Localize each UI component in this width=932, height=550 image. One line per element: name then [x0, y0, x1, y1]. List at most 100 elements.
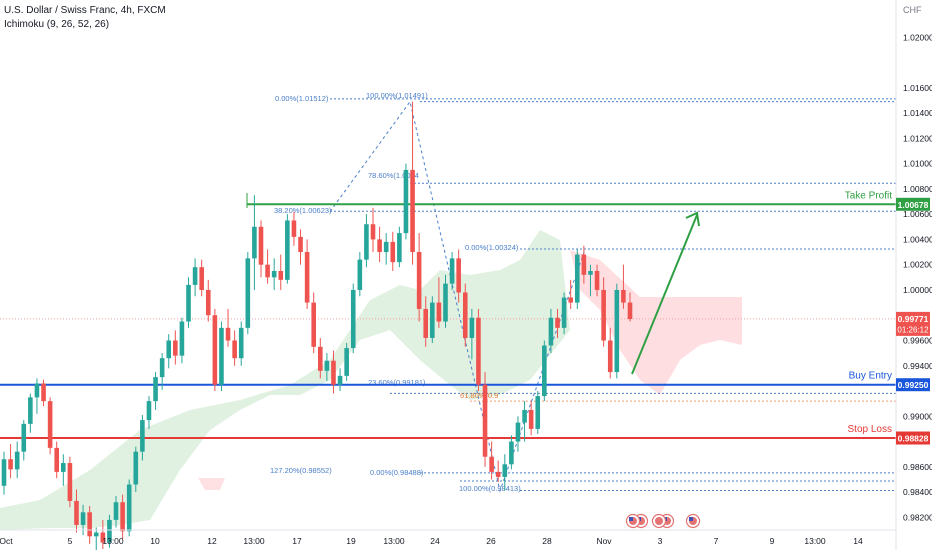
candle [443, 274, 448, 328]
candle [159, 353, 165, 390]
event-flag-icon[interactable] [685, 513, 701, 529]
candle [357, 252, 363, 297]
forecast-arrow-head [685, 211, 700, 227]
candle-body [436, 302, 442, 322]
indicator-label: Ichimoku (9, 26, 52, 26) [4, 19, 110, 30]
candle [225, 308, 231, 347]
time-axis[interactable]: Oct 5 13:00 10 12 13:00 17 19 13:00 24 26 28 Nov 3 7 9 1… [0, 529, 896, 546]
event-flag-icon[interactable] [625, 513, 641, 529]
fib-label: 23.60%(0.99181) [368, 378, 426, 387]
candle [28, 393, 33, 433]
price-tick-label: 1.02000 [903, 32, 932, 42]
candle [456, 249, 461, 303]
candle-body [159, 358, 165, 378]
fib-label: 0.00%(1.00324) [465, 243, 519, 252]
candle [462, 283, 468, 347]
candle [166, 334, 172, 369]
fibonacci-levels: 0.00%(1.01512) 100.00%(1.01491) 78.60%(1.0… [270, 91, 896, 493]
cloud-bearish-small [198, 478, 225, 490]
candle [542, 340, 547, 402]
candle [581, 245, 587, 284]
candle [495, 460, 501, 482]
candle-body [225, 327, 231, 341]
candle-body [561, 297, 567, 328]
price-axis-bg [896, 0, 932, 550]
candle [1, 451, 7, 495]
current-price-text: 0.99771 [898, 314, 929, 324]
candle-body [317, 346, 323, 371]
price-axis[interactable]: CHF 1.02000 1.01600 1.01400 1.01200 1.01000 1.… [895, 0, 932, 550]
candle-body [581, 254, 587, 275]
candle [47, 397, 53, 455]
candle-body [344, 348, 349, 376]
candle [252, 195, 257, 290]
buy-entry-price-tag [896, 378, 930, 392]
candle [87, 505, 92, 544]
fib-label: 100.00%(0.98413) [459, 484, 521, 493]
candle-body [238, 327, 244, 359]
candle [219, 321, 224, 392]
time-tick-label: 13:00 [243, 536, 265, 546]
candle [133, 446, 139, 493]
candle-body [271, 271, 277, 278]
time-tick-label: 19 [346, 536, 356, 546]
candle-body [515, 422, 521, 442]
candle-body [140, 420, 145, 452]
stop-loss-price-tag [896, 431, 930, 445]
price-tick-label: 0.99000 [903, 411, 932, 421]
time-tick-label: 13:00 [804, 536, 826, 546]
candle [331, 350, 336, 394]
candle [173, 330, 178, 365]
candle-body [430, 302, 435, 338]
candle [627, 292, 633, 322]
time-tick-label: 14 [853, 536, 863, 546]
candle-body [113, 502, 119, 520]
candle-body [153, 377, 158, 402]
candle-body [100, 532, 106, 543]
candle [535, 391, 541, 434]
trade-levels: Take Profit Buy Entry Stop Loss [0, 190, 896, 440]
candle-body [324, 360, 330, 371]
candle-body [41, 383, 46, 402]
candle [476, 308, 481, 392]
chart-title: U.S. Dollar / Swiss Franc, 4h, FXCM [4, 5, 166, 16]
candle [528, 401, 534, 436]
candle-body [80, 512, 86, 525]
time-tick-label: 24 [430, 536, 440, 546]
candle [555, 308, 560, 338]
candle-body [331, 360, 336, 385]
event-flag-fill [655, 517, 663, 525]
candle [436, 277, 442, 328]
time-tick-label: 28 [542, 536, 552, 546]
buy-entry-label: Buy Entry [849, 371, 892, 382]
candle-body [601, 289, 606, 341]
candle-body [120, 502, 125, 532]
candle-body [232, 340, 237, 359]
candle-body [28, 397, 33, 424]
candle-body [146, 401, 152, 421]
fib-label: 78.60%(1.0084 [368, 171, 419, 180]
candle-body [285, 220, 290, 280]
candle-body [614, 289, 620, 373]
candle-body [548, 317, 554, 346]
bar-countdown-text: 01:26:12 [897, 325, 929, 334]
candle-body [423, 308, 429, 338]
candle [621, 264, 626, 309]
candle [146, 396, 152, 429]
candle [238, 321, 244, 366]
candle-body [469, 317, 475, 338]
candle [153, 372, 158, 410]
candle [601, 277, 606, 347]
candle [265, 249, 270, 284]
candle-body [403, 169, 409, 234]
candle [199, 259, 204, 297]
candle-body [462, 292, 468, 338]
candle-body [1, 459, 7, 486]
candle-body [93, 532, 99, 537]
time-tick-label: 5 [68, 536, 73, 546]
candle [291, 211, 297, 246]
candle [482, 372, 488, 467]
candle-body [449, 258, 455, 284]
candle [67, 456, 73, 508]
